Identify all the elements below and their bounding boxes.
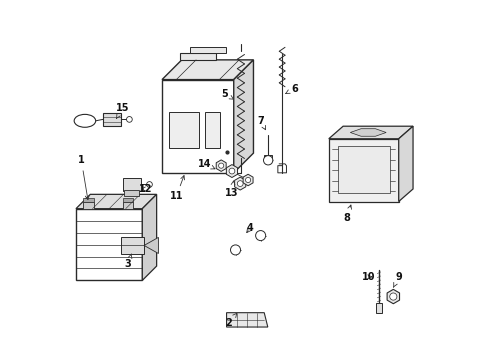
Text: 6: 6 <box>285 84 298 94</box>
Text: 8: 8 <box>343 205 351 222</box>
Polygon shape <box>349 129 386 136</box>
Polygon shape <box>144 237 158 253</box>
Circle shape <box>230 245 240 255</box>
Text: 13: 13 <box>225 181 238 198</box>
Text: 14: 14 <box>197 159 215 169</box>
Bar <box>162 80 233 173</box>
Bar <box>122 202 133 209</box>
Circle shape <box>263 156 272 165</box>
Circle shape <box>146 181 152 187</box>
Circle shape <box>218 163 224 168</box>
Polygon shape <box>226 313 267 327</box>
Polygon shape <box>162 60 253 80</box>
Ellipse shape <box>74 114 96 127</box>
Text: 10: 10 <box>361 272 374 282</box>
Text: 2: 2 <box>224 314 236 328</box>
Text: 12: 12 <box>139 184 152 194</box>
Bar <box>204 112 220 148</box>
Text: 3: 3 <box>124 254 132 269</box>
Bar <box>180 53 215 60</box>
Text: 15: 15 <box>116 103 129 118</box>
Polygon shape <box>233 60 253 173</box>
Bar <box>169 112 199 148</box>
Circle shape <box>228 168 234 174</box>
Polygon shape <box>234 177 245 190</box>
Polygon shape <box>398 126 412 202</box>
Circle shape <box>237 181 243 186</box>
Text: 5: 5 <box>221 89 233 99</box>
Text: 11: 11 <box>169 176 184 201</box>
Bar <box>122 178 140 191</box>
Text: 4: 4 <box>246 224 253 233</box>
Polygon shape <box>243 174 252 186</box>
Polygon shape <box>76 194 156 209</box>
Polygon shape <box>142 194 156 280</box>
Circle shape <box>255 230 265 240</box>
Polygon shape <box>216 160 225 171</box>
Polygon shape <box>386 289 399 304</box>
Circle shape <box>126 117 132 122</box>
Bar <box>121 237 144 253</box>
Polygon shape <box>328 126 412 139</box>
Bar <box>83 198 94 202</box>
Circle shape <box>389 293 396 300</box>
Bar <box>264 155 272 161</box>
Bar <box>375 303 382 313</box>
Bar <box>189 47 225 53</box>
Bar <box>124 190 139 196</box>
Polygon shape <box>226 165 237 177</box>
Text: 1: 1 <box>78 155 89 200</box>
Bar <box>83 202 94 209</box>
Bar <box>76 209 142 280</box>
Bar <box>328 139 398 202</box>
Circle shape <box>245 177 250 183</box>
Text: 9: 9 <box>393 272 401 287</box>
Bar <box>102 113 121 126</box>
Bar <box>122 198 133 202</box>
Text: 7: 7 <box>257 116 265 130</box>
Bar <box>337 146 389 193</box>
